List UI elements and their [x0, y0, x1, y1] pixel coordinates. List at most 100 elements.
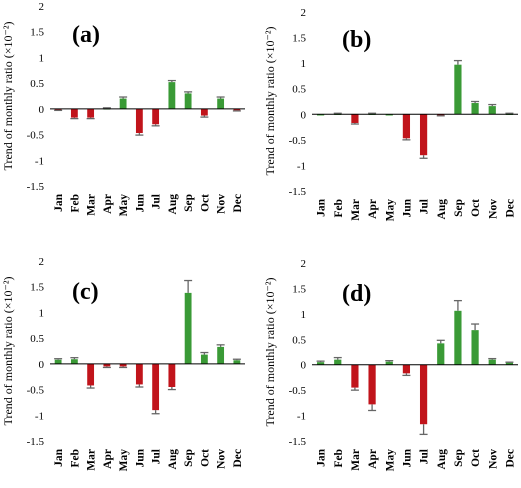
x-tick-label-sep: Sep	[453, 199, 465, 217]
error-bar-mar	[350, 122, 359, 125]
y-tick-label: 0	[301, 109, 307, 121]
error-bar-jun	[135, 384, 144, 388]
error-bar-jul	[151, 410, 160, 415]
error-bar-nov	[488, 103, 497, 107]
bar-jan	[54, 359, 62, 364]
bar-jul	[419, 364, 428, 425]
y-tick-label: -1.5	[289, 186, 307, 198]
x-tick-label-jan: Jan	[53, 193, 65, 212]
bar-sep	[184, 292, 192, 364]
error-bar-oct	[471, 323, 480, 331]
error-bar-feb	[333, 112, 342, 114]
bar-apr	[368, 364, 376, 405]
x-tick-label-apr: Apr	[102, 449, 114, 469]
error-bar-mar	[350, 387, 359, 391]
x-tick-label-jul: Jul	[151, 194, 163, 209]
x-tick-label-jun: Jun	[401, 198, 413, 217]
error-bar-may	[119, 366, 128, 369]
x-tick-label-aug: Aug	[167, 449, 179, 470]
bar-nov	[217, 346, 225, 364]
x-tick-label-may: May	[118, 194, 130, 217]
x-tick-label-oct: Oct	[199, 194, 211, 212]
bar-jun	[135, 363, 143, 385]
error-bar-feb	[333, 356, 342, 360]
x-tick-label-jul: Jul	[419, 449, 431, 464]
bar-feb	[70, 359, 78, 364]
bar-oct	[471, 103, 479, 115]
error-bar-feb	[70, 117, 79, 120]
x-tick-label-nov: Nov	[487, 199, 499, 219]
x-tick-label-apr: Apr	[367, 199, 379, 219]
bar-sep	[184, 93, 192, 109]
error-bar-dec	[232, 110, 241, 112]
x-tick-label-feb: Feb	[69, 449, 81, 468]
bar-dec	[233, 108, 241, 111]
x-tick-label-jul: Jul	[419, 199, 431, 214]
y-tick-label: -1.5	[289, 436, 307, 448]
error-bar-oct	[471, 100, 480, 104]
y-tick-label: 0.5	[292, 334, 306, 346]
error-bar-aug	[167, 79, 176, 83]
bar-may	[385, 114, 393, 116]
y-tick-label: -0.5	[27, 385, 45, 397]
error-bar-oct	[200, 351, 209, 355]
y-tick-label: -0.5	[289, 135, 307, 147]
x-tick-label-dec: Dec	[232, 449, 244, 468]
bar-feb	[334, 359, 342, 365]
panel-label: (c)	[72, 279, 99, 305]
x-tick-label-jan: Jan	[316, 198, 328, 217]
error-bar-jul	[151, 124, 160, 127]
bar-jul	[152, 108, 160, 125]
error-bar-mar	[86, 385, 95, 389]
y-axis-label: Trend of monthly ratio (×10⁻²)	[263, 27, 277, 176]
x-tick-label-jun: Jun	[134, 193, 146, 212]
bar-aug	[437, 343, 445, 365]
bar-jun	[135, 108, 143, 134]
x-tick-label-jan: Jan	[53, 448, 65, 467]
x-tick-label-sep: Sep	[453, 449, 465, 467]
y-tick-label: 0.5	[30, 333, 44, 345]
bar-mar	[87, 108, 95, 118]
panel-label: (a)	[72, 22, 100, 48]
y-tick-label: 1	[39, 52, 45, 64]
error-bar-nov	[488, 357, 497, 360]
y-tick-label: 1.5	[292, 283, 306, 295]
x-tick-label-feb: Feb	[333, 199, 345, 218]
x-tick-label-dec: Dec	[232, 194, 244, 213]
error-bar-dec	[505, 361, 514, 363]
error-bar-jan	[54, 358, 63, 360]
x-tick-label-dec: Dec	[504, 199, 516, 218]
bar-jan	[316, 362, 325, 365]
error-bar-may	[119, 96, 128, 99]
chart-panel-a: -1.5 -1 -0.5 0 0.5 1 1.5 2 Trend of monthly rati…	[1, 1, 245, 216]
panel-label: (d)	[342, 281, 371, 307]
y-tick-label: -1	[35, 155, 44, 167]
error-bar-may	[385, 359, 394, 362]
error-bar-aug	[436, 339, 445, 344]
bar-may	[119, 363, 127, 367]
y-tick-label: 1.5	[292, 33, 306, 45]
bar-jul	[152, 363, 160, 411]
y-axis-label: Trend of monthly ratio (×10⁻²)	[263, 278, 277, 427]
x-tick-label-sep: Sep	[183, 194, 195, 212]
x-tick-label-may: May	[384, 449, 396, 472]
bar-aug	[437, 114, 445, 116]
bar-jun	[402, 364, 411, 374]
y-tick-label: 2	[301, 7, 307, 19]
error-bar-apr	[102, 366, 111, 369]
error-bar-sep	[453, 59, 462, 65]
x-tick-label-nov: Nov	[487, 449, 499, 469]
error-bar-sep	[184, 91, 193, 94]
chart-panel-b: -1.5 -1 -0.5 0 0.5 1 1.5 2 Trend of monthly rati…	[263, 7, 518, 221]
y-tick-label: 0	[39, 104, 45, 116]
y-tick-label: 2	[301, 258, 307, 270]
error-bar-jan	[316, 360, 325, 363]
bar-nov	[488, 359, 496, 365]
error-bar-jul	[419, 424, 428, 436]
x-tick-label-nov: Nov	[216, 194, 228, 214]
x-tick-label-jul: Jul	[151, 449, 163, 464]
error-bar-aug	[167, 387, 176, 391]
chart-panel-d: -1.5 -1 -0.5 0 0.5 1 1.5 2 Trend of monthly rati…	[263, 258, 518, 471]
y-axis-label: Trend of monthly ratio (×10⁻²)	[1, 22, 15, 171]
